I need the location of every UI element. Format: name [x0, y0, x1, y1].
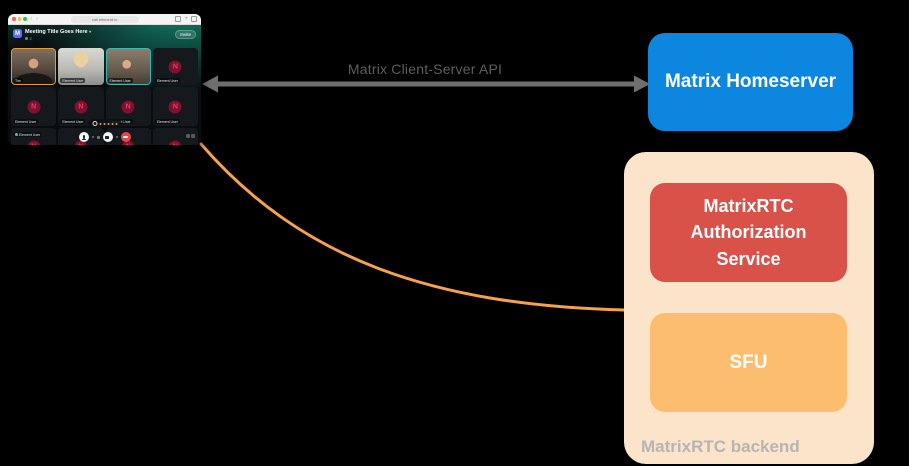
- invite-button[interactable]: Invite: [175, 30, 196, 39]
- video-tile[interactable]: Tim: [11, 48, 57, 85]
- participant-name-label: Tim: [13, 78, 23, 83]
- page-dot-icon: [99, 122, 101, 125]
- hangup-button[interactable]: [120, 132, 131, 142]
- control-separator-dot: [115, 136, 118, 138]
- avatar-tile[interactable]: N Element User: [11, 87, 57, 126]
- control-separator-dot: [91, 136, 94, 138]
- avatar: N: [121, 100, 135, 113]
- avatar: N: [74, 100, 88, 113]
- cs-api-label: Matrix Client-Server API: [347, 61, 503, 77]
- avatar: N: [168, 60, 182, 73]
- cs-api-arrow: [202, 75, 650, 93]
- avatar-tile[interactable]: N Element User: [11, 128, 57, 145]
- rtc-backend-label: MatrixRTC backend: [641, 437, 800, 456]
- avatar-tile[interactable]: N Element User: [152, 87, 198, 126]
- mic-muted-icon: [185, 134, 190, 138]
- page-indicator[interactable]: [88, 119, 121, 128]
- presence-indicator: Element User: [13, 132, 43, 137]
- sfu-box: SFU: [650, 313, 847, 412]
- homeserver-box: Matrix Homeserver: [648, 33, 853, 131]
- page-dot-icon: [103, 122, 105, 125]
- participant-name-label: Element User: [60, 119, 86, 124]
- tabs-overview-icon[interactable]: [191, 16, 197, 22]
- sfu-label: SFU: [729, 351, 768, 373]
- mute-indicators: [185, 134, 195, 138]
- browser-chrome: ‹ › call.element.io +: [8, 14, 201, 25]
- minimize-window-button[interactable]: [17, 17, 21, 21]
- meeting-title[interactable]: Meeting Title Goes Here ▾: [25, 29, 92, 35]
- auth-service-label: MatrixRTC Authorization Service: [690, 196, 807, 269]
- participant-name-label: Element User: [107, 78, 133, 83]
- app-logo: M: [13, 29, 22, 38]
- participants-icon: [25, 36, 28, 40]
- share-icon[interactable]: [175, 16, 182, 22]
- avatar-tile[interactable]: N Element User: [58, 87, 104, 126]
- page-indicator-current-icon: [92, 121, 97, 126]
- rtc-backend-container: MatrixRTC Authorization Service SFU Matr…: [624, 152, 874, 464]
- control-separator-square: [96, 135, 100, 139]
- avatar-tile[interactable]: N Element User: [152, 48, 198, 85]
- online-dot-icon: [15, 133, 18, 136]
- browser-window: ‹ › call.element.io + M Meeting Title Go…: [8, 14, 201, 145]
- participant-name-label: Element User: [154, 78, 180, 83]
- address-bar[interactable]: call.element.io: [70, 15, 139, 23]
- video-tile[interactable]: Element User: [105, 48, 151, 85]
- page-dot-icon: [115, 122, 117, 125]
- video-tile[interactable]: Element User: [58, 48, 104, 85]
- participant-name-label: Element User: [13, 119, 39, 124]
- avatar-tile[interactable]: N: [152, 128, 198, 145]
- chevron-down-icon: ▾: [89, 29, 92, 34]
- forward-icon[interactable]: ›: [36, 15, 38, 22]
- avatar: N: [168, 140, 182, 145]
- video-grid: Tim Element User Element User N Element …: [11, 48, 198, 145]
- participant-count: 2: [25, 36, 91, 41]
- call-controls: [78, 132, 131, 142]
- page-dot-icon: [107, 122, 109, 125]
- zoom-window-button[interactable]: [23, 17, 27, 21]
- avatar: N: [121, 140, 135, 145]
- camera-muted-icon: [191, 134, 195, 138]
- browser-toolbar-icons: +: [175, 16, 197, 22]
- back-icon[interactable]: ‹: [30, 15, 33, 22]
- page-dot-icon: [111, 122, 113, 125]
- auth-service-box: MatrixRTC Authorization Service: [650, 183, 847, 282]
- avatar: N: [168, 100, 182, 113]
- call-app: M Meeting Title Goes Here ▾ 2 Invite: [8, 25, 201, 145]
- close-window-button[interactable]: [12, 17, 16, 21]
- participant-name-label: Element User: [60, 78, 86, 83]
- avatar: N: [74, 140, 88, 145]
- camera-button[interactable]: [102, 132, 113, 142]
- avatar: N: [27, 100, 41, 113]
- call-header: M Meeting Title Goes Here ▾ 2: [8, 25, 201, 41]
- new-tab-icon[interactable]: +: [184, 16, 188, 22]
- avatar: N: [27, 140, 41, 145]
- participant-name-label: Element User: [154, 119, 180, 124]
- homeserver-label: Matrix Homeserver: [664, 71, 837, 92]
- address-text: call.element.io: [91, 16, 118, 22]
- mic-button[interactable]: [78, 132, 89, 142]
